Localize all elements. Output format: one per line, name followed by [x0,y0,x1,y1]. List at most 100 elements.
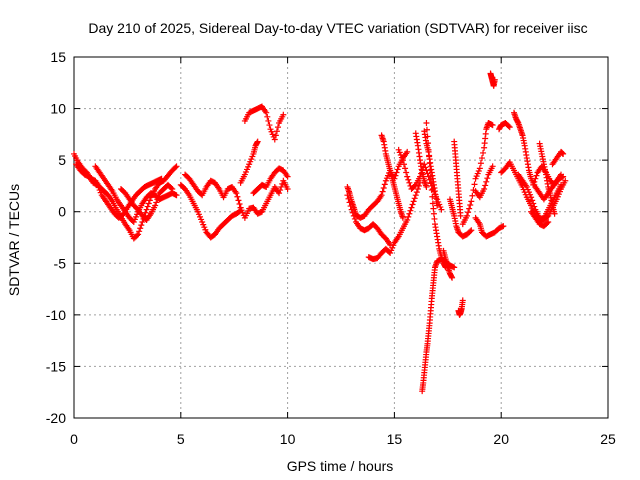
data-point [412,192,419,199]
data-point [145,200,152,207]
data-point [173,192,180,199]
data-point [423,126,430,133]
data-point [344,192,351,199]
data-point [477,160,484,167]
data-point [142,209,149,216]
data-point [348,206,355,213]
data-point [264,113,271,120]
data-point [381,181,388,188]
data-point [158,175,165,182]
data-point [154,196,161,203]
data-point [489,163,496,170]
data-point [144,203,151,210]
data-point [403,169,410,176]
data-point [491,76,498,83]
data-point [138,222,145,229]
data-point [424,133,431,140]
data-point [234,193,241,200]
data-point [467,228,474,235]
x-tick-label: 0 [70,431,78,447]
data-point [235,197,242,204]
data-point [545,219,552,226]
data-point [278,183,285,190]
data-point [505,123,512,130]
axis-ticks: 0 5 10 15 20 25 -20 -15 -10 -5 0 5 10 15 [46,49,616,447]
data-point [379,188,386,195]
data-point [468,198,475,205]
data-point [421,161,428,168]
data-point [465,209,472,216]
data-point [272,132,279,139]
data-point [425,146,432,153]
data-point [544,213,551,220]
data-point [560,173,567,180]
data-point [399,214,406,221]
data-point [423,120,430,127]
data-point [134,232,141,239]
data-point [531,178,538,185]
data-point [236,200,243,207]
data-point [143,206,150,213]
data-point [146,197,153,204]
chart-title: Day 210 of 2025, Sidereal Day-to-day VTE… [88,20,587,36]
data-point [401,161,408,168]
y-axis-label: SDTVAR / TECUs [6,184,22,296]
data-point [153,199,160,206]
grid-lines [74,57,608,418]
y-tick-label: -15 [46,358,66,374]
x-tick-label: 10 [280,431,296,447]
data-point [409,201,416,208]
data-point [426,153,433,160]
data-point [551,210,558,217]
data-point [378,192,385,199]
data-point [467,202,474,209]
data-point [481,186,488,193]
data-point [406,210,413,217]
data-point [405,176,412,183]
data-point [380,184,387,191]
data-point [284,186,291,193]
data-point [414,186,421,193]
data-point [152,202,159,209]
data-point [404,216,411,223]
y-tick-label: -10 [46,307,66,323]
data-point [410,198,417,205]
data-point [469,192,476,199]
data-point [480,149,487,156]
data-point [430,205,437,212]
data-points [71,70,569,395]
data-point [137,225,144,232]
x-tick-label: 5 [177,431,185,447]
data-point [426,176,433,183]
data-point [528,194,535,201]
data-point [350,212,357,219]
y-tick-label: 0 [58,204,66,220]
data-point [155,193,162,200]
data-point [434,202,441,209]
data-point [484,175,491,182]
data-point [280,111,287,118]
data-point [266,122,273,129]
data-point [233,190,240,197]
data-point [284,173,291,180]
data-point [406,179,413,186]
data-point [168,184,175,191]
y-tick-label: 10 [50,101,66,117]
data-point [346,199,353,206]
x-tick-label: 20 [493,431,509,447]
data-point [464,212,471,219]
data-point [423,183,430,190]
data-point [489,122,496,129]
data-point [449,274,456,281]
data-point [136,228,143,235]
data-point [438,206,445,213]
data-point [271,136,278,143]
x-tick-label: 25 [600,431,616,447]
data-point [459,297,466,304]
plot-frame [73,56,609,419]
y-tick-label: -20 [46,410,66,426]
data-point [431,215,438,222]
data-point [402,165,409,172]
data-point [500,223,507,230]
data-point [466,205,473,212]
